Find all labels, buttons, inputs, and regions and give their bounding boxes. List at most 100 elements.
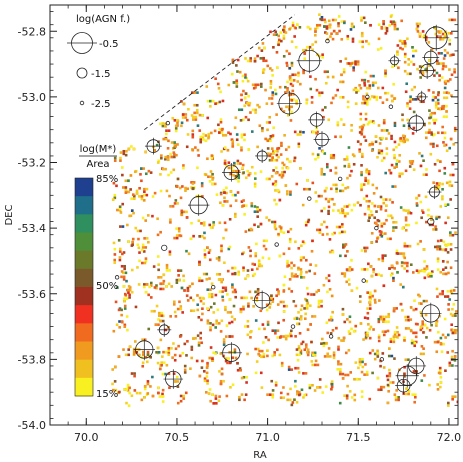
density-pixel [320,173,324,176]
density-pixel-cluster [122,147,131,156]
density-pixel [268,97,271,100]
density-pixel-cluster [231,139,235,148]
density-pixel-cluster [404,169,408,173]
y-tick-label: -53.2 [18,157,46,170]
density-pixel [356,62,360,66]
density-pixel [403,44,407,48]
density-pixel [360,170,363,174]
density-pixel [126,383,130,387]
density-pixel [289,193,292,196]
density-pixel-cluster [284,329,293,338]
density-pixel-cluster [197,315,203,322]
density-pixel-cluster [208,180,217,186]
density-pixel [135,391,139,395]
density-pixel [403,135,407,138]
density-pixel [274,171,278,175]
density-pixel [223,200,226,203]
density-pixel-cluster [435,144,439,148]
density-pixel [391,22,394,26]
density-pixel [335,190,338,193]
density-pixel [218,395,221,398]
density-pixel [305,187,309,191]
density-pixel [258,124,262,128]
density-pixel [256,215,260,218]
density-pixel-cluster [436,102,445,110]
density-pixel [444,143,448,147]
density-pixel [453,18,457,22]
density-pixel [363,84,367,87]
density-pixel [164,137,168,141]
density-pixel-cluster [143,237,149,240]
density-pixel [348,174,352,177]
density-pixel [143,261,147,265]
density-pixel [449,243,453,246]
density-pixel [374,81,377,85]
density-pixel-cluster [363,81,372,90]
density-pixel [264,335,268,339]
density-pixel [217,258,221,262]
density-pixel [170,141,174,144]
density-pixel [407,389,411,393]
density-pixel [209,326,212,329]
density-pixel-cluster [410,339,417,348]
density-pixel [121,202,125,206]
density-pixel [450,291,453,295]
density-pixel [404,315,407,319]
density-pixel [435,144,439,148]
density-pixel [144,290,148,294]
density-pixel-cluster [280,361,284,368]
density-pixel [212,302,216,305]
density-pixel [436,131,440,135]
density-pixel [341,313,345,316]
density-pixel-cluster [149,171,153,174]
density-pixel [136,243,140,247]
density-pixel-cluster [404,315,413,321]
density-pixel [130,209,134,212]
density-pixel [365,246,369,250]
density-pixel [394,63,398,67]
density-pixel [419,95,423,98]
density-pixel [113,380,117,383]
density-pixel [191,282,194,286]
density-pixel [266,128,269,132]
density-pixel [182,102,186,106]
density-pixel [441,292,444,296]
density-pixel [327,279,331,283]
density-pixel-cluster [228,335,234,338]
density-pixel [282,163,286,167]
density-pixel [160,154,163,157]
density-pixel [450,18,454,22]
density-pixel [281,174,285,177]
density-pixel-cluster [121,173,124,177]
density-pixel [214,77,217,81]
density-pixel [125,401,128,405]
density-pixel [219,192,223,196]
density-pixel [369,265,373,268]
density-pixel [304,393,308,397]
density-pixel [420,379,424,382]
density-pixel [338,29,341,33]
density-pixel [234,356,238,360]
density-pixel-cluster [443,49,452,57]
density-pixel [183,371,187,374]
density-pixel [320,167,324,171]
density-pixel [271,74,274,77]
density-pixel [306,348,310,352]
density-pixel [363,99,367,102]
density-pixel [288,52,291,55]
density-pixel-cluster [143,187,149,194]
density-pixel [377,48,380,51]
density-pixel-cluster [204,173,208,176]
density-pixel [236,191,240,194]
density-pixel [342,70,346,74]
density-pixel [154,323,158,326]
density-pixel [266,147,270,150]
density-pixel [328,23,332,27]
density-pixel [351,37,355,41]
density-pixel [347,348,351,352]
density-pixel [379,385,383,389]
density-pixel-cluster [372,268,381,276]
density-pixel [239,310,243,314]
density-pixel-cluster [265,115,272,124]
density-pixel-cluster [272,166,278,175]
